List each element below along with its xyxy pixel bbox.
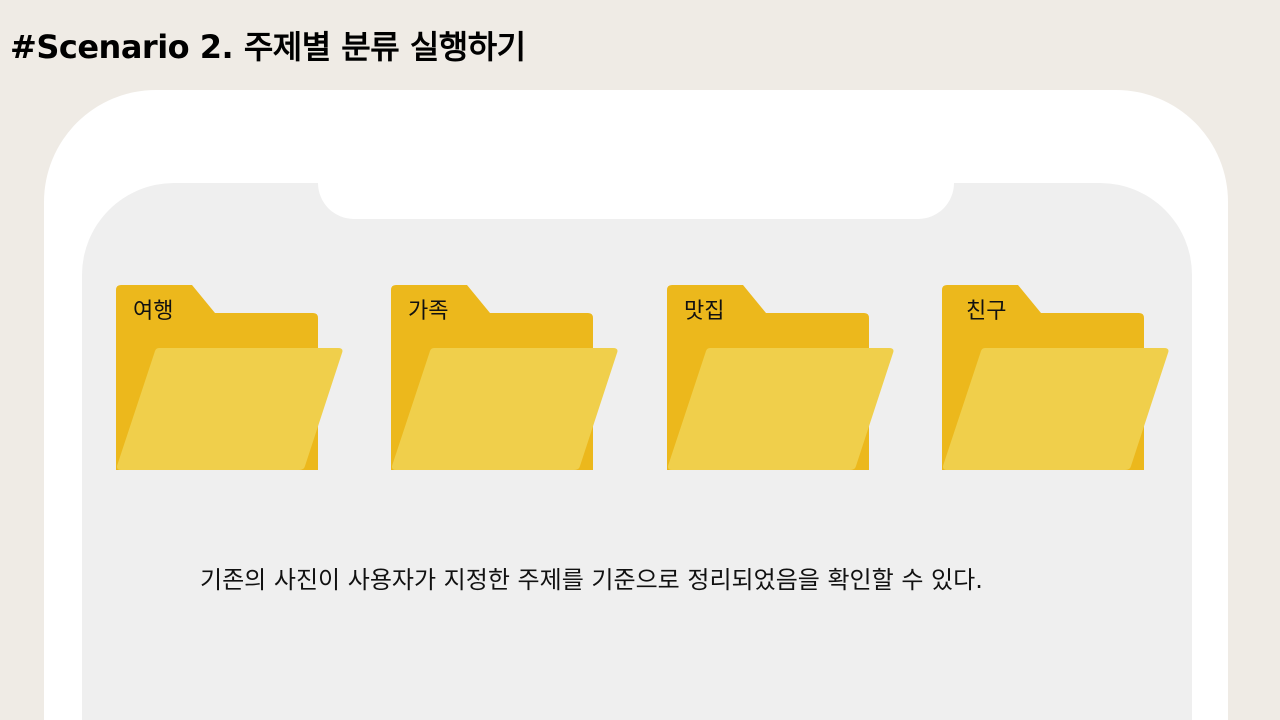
slide-title: #Scenario 2. 주제별 분류 실행하기 — [10, 28, 526, 66]
folder-friends[interactable]: 친구 — [942, 285, 1170, 473]
folder-travel[interactable]: 여행 — [116, 285, 344, 473]
caption-text: 기존의 사진이 사용자가 지정한 주제를 기준으로 정리되었음을 확인할 수 있… — [200, 566, 983, 594]
folder-icon — [667, 285, 894, 470]
folder-label: 가족 — [408, 299, 449, 324]
folder-icon — [942, 285, 1169, 470]
folder-label: 친구 — [966, 299, 1007, 324]
folder-icon — [391, 285, 618, 470]
folder-label: 여행 — [133, 299, 174, 324]
folder-restaurants[interactable]: 맛집 — [667, 285, 895, 473]
phone-notch — [318, 180, 954, 219]
folder-label: 맛집 — [684, 299, 725, 324]
folder-family[interactable]: 가족 — [391, 285, 619, 473]
folder-icon — [116, 285, 343, 470]
